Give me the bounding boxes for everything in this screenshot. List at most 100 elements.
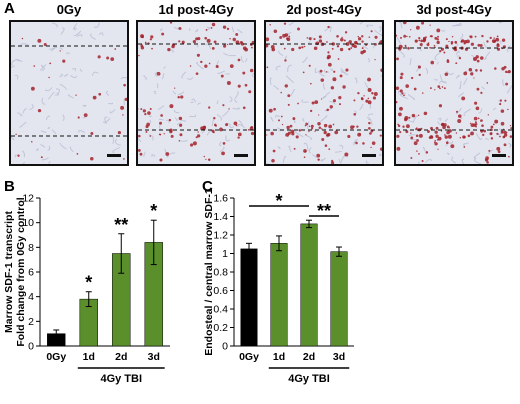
stain-spot [40, 156, 43, 159]
tissue-fiber [105, 90, 110, 96]
stain-spot [284, 84, 288, 88]
stain-spot [414, 39, 418, 43]
stain-spot [237, 58, 241, 62]
stain-spot [425, 36, 427, 39]
stain-spot [141, 35, 144, 39]
tissue-fiber [93, 22, 100, 28]
tissue-fiber [399, 93, 408, 100]
stain-spot [510, 127, 512, 130]
tissue-fiber [41, 157, 49, 161]
stain-spot [419, 42, 423, 47]
stain-spot [467, 134, 471, 138]
stain-spot [302, 71, 305, 74]
stain-spot [439, 87, 441, 90]
stain-spot [433, 44, 436, 47]
stain-spot [291, 47, 295, 52]
stain-spot [205, 28, 208, 31]
stain-spot [37, 108, 42, 113]
stain-spot [374, 35, 378, 39]
stain-spot [159, 133, 162, 136]
tissue-fiber [138, 138, 142, 143]
stain-spot [418, 39, 421, 42]
stain-spot [159, 121, 163, 125]
stain-spot [319, 69, 323, 73]
stain-spot [309, 82, 312, 85]
tissue-background [266, 22, 382, 164]
stain-spot [273, 29, 278, 34]
stain-spot [285, 132, 290, 137]
stain-spot [291, 132, 295, 136]
tissue-background [138, 22, 254, 164]
stain-spot [477, 117, 480, 120]
comparison-marker: ** [317, 201, 331, 221]
tissue-fiber [91, 71, 99, 76]
stain-spot [195, 72, 199, 75]
tissue-fiber [305, 134, 313, 140]
tissue-fiber [179, 119, 187, 122]
stain-spot [215, 64, 219, 68]
stain-spot [417, 114, 420, 117]
y-tick-label: 0.4 [213, 304, 228, 316]
tissue-fiber [40, 64, 45, 69]
stain-spot [405, 84, 409, 88]
stain-spot [499, 103, 502, 106]
stain-spot [380, 68, 382, 73]
stain-spot [483, 129, 487, 133]
tissue-fiber [173, 109, 180, 114]
tissue-fiber [463, 108, 472, 117]
tissue-fiber [277, 146, 281, 150]
stain-spot [370, 30, 373, 33]
stain-spot [461, 96, 466, 101]
stain-spot [353, 99, 356, 102]
stain-spot [421, 159, 424, 163]
tissue-fiber [21, 150, 25, 158]
stain-spot [423, 111, 428, 116]
stain-spot [196, 53, 200, 57]
stain-spot [501, 38, 506, 42]
tissue-fiber [114, 138, 121, 146]
stain-spot [508, 155, 510, 158]
stain-spot [479, 69, 483, 72]
stain-spot [445, 141, 449, 145]
tissue-fiber [436, 61, 439, 65]
tissue-fiber [302, 118, 305, 123]
stain-spot [124, 97, 127, 102]
stain-spot [301, 46, 304, 49]
stain-spot [397, 123, 399, 126]
tissue-fiber [15, 59, 23, 63]
stain-spot [504, 99, 507, 102]
stain-spot [331, 161, 335, 164]
stain-spot [448, 127, 451, 129]
stain-spot [242, 106, 246, 110]
stain-spot [244, 83, 248, 87]
stain-spot [83, 113, 88, 117]
tissue-fiber [41, 97, 46, 105]
stain-spot [371, 92, 374, 95]
stain-spot [411, 76, 414, 80]
stain-spot [310, 124, 314, 128]
stain-spot [474, 121, 477, 124]
tissue-fiber [189, 114, 197, 118]
tissue-fiber [307, 121, 310, 129]
tissue-fiber [76, 34, 83, 37]
stain-spot [326, 56, 330, 60]
stain-spot [407, 46, 410, 50]
stain-spot [403, 94, 405, 97]
tissue-fiber [60, 27, 65, 35]
stain-spot [308, 130, 310, 133]
micrograph-1d [136, 20, 256, 166]
stain-spot [292, 117, 296, 121]
stain-spot [448, 129, 452, 133]
stain-spot [195, 37, 199, 41]
stain-spot [445, 38, 448, 41]
stain-spot [332, 99, 336, 103]
tissue-fiber [446, 70, 454, 75]
tissue-fiber [362, 45, 369, 49]
tissue-fiber [308, 147, 312, 154]
micrograph-image-1d [138, 22, 254, 164]
tissue-fiber [497, 40, 502, 44]
stain-spot [92, 95, 97, 100]
stain-spot [413, 87, 417, 91]
stain-spot [442, 125, 446, 130]
tissue-fiber [418, 161, 420, 164]
